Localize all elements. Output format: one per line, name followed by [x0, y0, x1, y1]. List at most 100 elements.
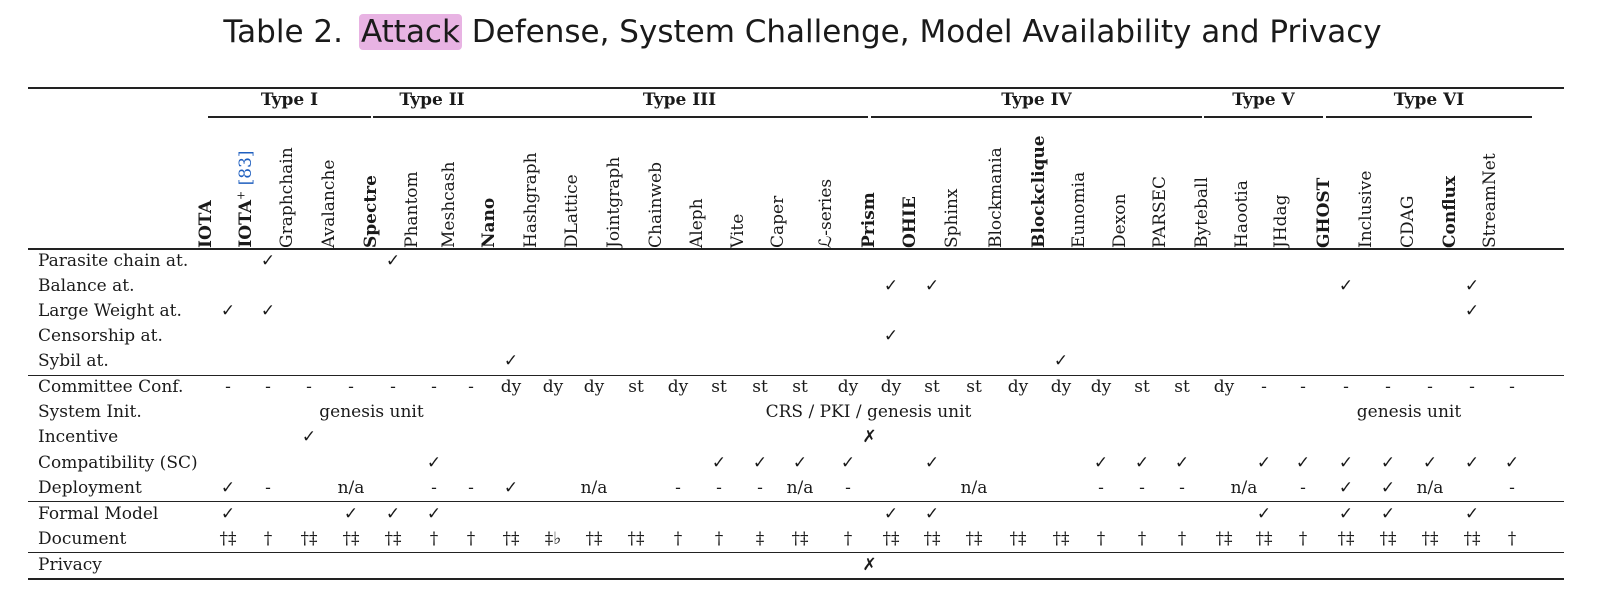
group-label: Type IV	[1001, 90, 1072, 110]
table-cell: ✓	[924, 276, 940, 296]
table-cell: ✓	[503, 351, 519, 371]
group-label: Type II	[399, 90, 465, 110]
table-cell: †‡	[300, 529, 318, 549]
table-cell: ✓	[1093, 453, 1109, 473]
column-name: Phantom	[402, 171, 422, 248]
table-cell: ✓	[1338, 478, 1354, 498]
table-cell: ✓	[711, 453, 727, 473]
column-name: Conflux	[1440, 175, 1460, 248]
column-name: Graphchain	[277, 147, 297, 248]
column-header-text: Chainweb	[645, 162, 667, 248]
table-cell: ‡	[755, 529, 765, 549]
table-cell: -	[1300, 478, 1306, 498]
spanning-cell: CRS / PKI / genesis unit	[765, 402, 972, 422]
column-header-text: Nano	[478, 198, 500, 248]
column-header-text: Meshcash	[438, 162, 460, 248]
column-header-text: Avalanche	[318, 160, 340, 248]
table-cell: †‡	[965, 529, 983, 549]
table-cell: ✓	[220, 504, 236, 524]
group-label: Type V	[1232, 90, 1295, 110]
table-cell: -	[348, 377, 354, 397]
table-cell: dy	[1090, 377, 1112, 397]
citation-link[interactable]: [83]	[236, 150, 256, 192]
table-cell: -	[757, 478, 763, 498]
table-cell: †	[1507, 529, 1517, 549]
table-cell: ✓	[220, 301, 236, 321]
section-rule-2	[28, 501, 1564, 502]
table-cell: ✓	[260, 301, 276, 321]
table-cell: ✓	[426, 453, 442, 473]
table-cell: dy	[583, 377, 605, 397]
table-cell: st	[628, 377, 644, 397]
column-name: GHOST	[1314, 177, 1334, 248]
column-name: Spectre	[361, 175, 381, 248]
column-header-text: Conflux	[1439, 176, 1461, 248]
table-cell: ✓	[1053, 351, 1069, 371]
table-cell: †‡	[384, 529, 402, 549]
table-cell: †‡	[1421, 529, 1439, 549]
column-header-text: GHOST	[1313, 178, 1335, 248]
column-header-text: Spectre	[360, 175, 382, 248]
column-name: IOTA	[236, 200, 256, 248]
table-cell: -	[716, 478, 722, 498]
column-header-text: Blockclique	[1028, 135, 1050, 248]
column-header-text: Eunomia	[1068, 172, 1090, 248]
column-name: Blockclique	[1029, 135, 1049, 248]
table-cell: dy	[542, 377, 564, 397]
table-cell: ✓	[1338, 276, 1354, 296]
row-label: Deployment	[38, 478, 142, 498]
section-rule-1	[28, 375, 1564, 376]
spanning-cell: n/a	[1230, 478, 1258, 498]
row-label: Document	[38, 529, 127, 549]
table-top-rule	[28, 87, 1564, 89]
column-header-text: Prism	[858, 192, 880, 248]
column-name: Vite	[728, 213, 748, 248]
table-cell: ✓	[301, 427, 317, 447]
table-cell: †	[1298, 529, 1308, 549]
table-cell: †	[429, 529, 439, 549]
table-cell: -	[675, 478, 681, 498]
table-cell: ✓	[883, 276, 899, 296]
group-underline	[491, 116, 868, 118]
table-cell: dy	[667, 377, 689, 397]
table-cell: ✓	[1295, 453, 1311, 473]
table-cell: ✓	[924, 504, 940, 524]
table-cell: -	[845, 478, 851, 498]
table-cell: ✓	[1338, 504, 1354, 524]
table-cell: -	[306, 377, 312, 397]
table-cell: st	[966, 377, 982, 397]
column-header-text: Blockmania	[985, 147, 1007, 248]
column-name: Hashgraph	[521, 152, 541, 248]
column-header-text: Caper	[767, 196, 789, 248]
spanning-cell: n/a	[580, 478, 608, 498]
table-cell: ✓	[260, 251, 276, 271]
column-header-text: IOTA+ [83]	[230, 151, 257, 248]
table-cell: †	[1137, 529, 1147, 549]
spanning-cell: ✗	[862, 427, 877, 447]
table-cell: †	[466, 529, 476, 549]
table-cell: ✓	[1464, 504, 1480, 524]
table-cell: ✓	[503, 478, 519, 498]
table-cell: ✓	[883, 504, 899, 524]
table-cell: †‡	[1052, 529, 1070, 549]
table-cell: ✓	[840, 453, 856, 473]
row-label: Balance at.	[38, 276, 135, 296]
table-cell: -	[431, 377, 437, 397]
column-header-text: Inclusive	[1355, 171, 1377, 248]
table-cell: ✓	[343, 504, 359, 524]
table-cell: -	[1139, 478, 1145, 498]
column-name: DLattice	[562, 174, 582, 248]
column-header-text: Vite	[727, 214, 749, 248]
column-name: Chainweb	[646, 162, 666, 248]
table-cell: ✓	[883, 326, 899, 346]
column-name: Dexon	[1110, 193, 1130, 248]
table-cell: ✓	[1504, 453, 1520, 473]
row-label: Privacy	[38, 555, 102, 575]
table-cell: ✓	[1174, 453, 1190, 473]
table-cell: ✓	[924, 453, 940, 473]
group-label: Type VI	[1393, 90, 1465, 110]
table-cell: -	[1509, 478, 1515, 498]
table-cell: st	[924, 377, 940, 397]
column-header-text: Sphinx	[941, 189, 963, 248]
column-name: ℒ-series	[816, 178, 836, 248]
